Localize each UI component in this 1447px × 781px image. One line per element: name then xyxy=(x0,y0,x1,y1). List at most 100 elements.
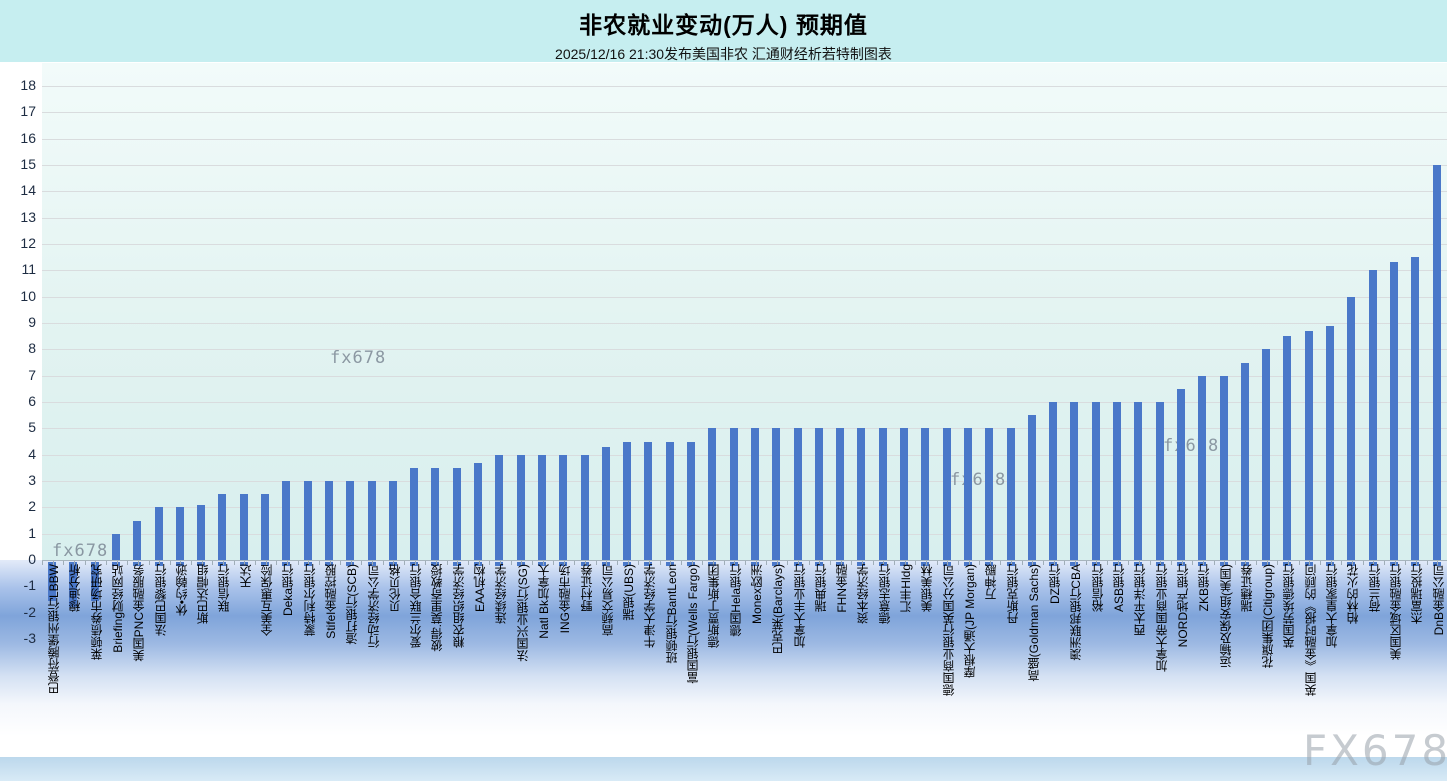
x-axis-tick xyxy=(1437,561,1438,565)
x-axis-tick xyxy=(958,561,959,565)
bar xyxy=(1006,428,1015,560)
bar-base-stub xyxy=(1155,562,1164,566)
bar xyxy=(1049,402,1058,560)
x-axis-tick xyxy=(1235,561,1236,565)
bar xyxy=(985,428,994,560)
x-axis-label: 加拿大帝国商业银行 xyxy=(1154,564,1169,672)
bar xyxy=(367,481,376,560)
y-axis-tick-label: -2 xyxy=(23,603,36,620)
bar-base-stub xyxy=(601,562,610,566)
y-axis-tick-label: 1 xyxy=(28,524,36,541)
x-label-band-background xyxy=(0,560,1447,760)
x-axis-tick xyxy=(681,561,682,565)
bar-base-stub xyxy=(154,562,163,566)
y-axis-tick-label: 6 xyxy=(28,393,36,410)
x-axis-label: 万神殿 xyxy=(984,564,999,600)
bar-base-stub xyxy=(1432,562,1441,566)
x-axis-label: 班顿银行BantLeon xyxy=(664,564,679,664)
x-axis-tick xyxy=(361,561,362,565)
bar-base-stub xyxy=(1049,562,1058,566)
bar-base-stub xyxy=(1027,562,1036,566)
bar xyxy=(1304,330,1313,560)
bar-base-stub xyxy=(261,562,269,566)
x-axis-label: 荷兰银行 xyxy=(1367,564,1382,612)
bar xyxy=(1091,402,1100,560)
x-axis-label: 德国Hela银行 xyxy=(728,564,743,637)
bar xyxy=(48,562,56,602)
x-axis-tick xyxy=(1405,561,1406,565)
x-axis-label: 德国商业银行英国分公司 xyxy=(941,564,956,696)
x-axis-label: 彼得.莫里奇教授 xyxy=(430,564,445,652)
x-axis-label: 德意志银行 xyxy=(877,564,892,624)
x-axis-tick xyxy=(1096,561,1097,565)
x-axis-label: 爱尔兰联合银行 xyxy=(409,564,424,648)
x-axis-label: 德斯贾丁斯集团 xyxy=(707,564,722,648)
x-axis-tick xyxy=(1054,561,1055,565)
bar xyxy=(814,428,823,560)
bar xyxy=(644,441,653,560)
y-axis-tick-label: 3 xyxy=(28,472,36,488)
bar xyxy=(665,441,674,560)
bar xyxy=(878,428,887,560)
x-axis-label: 英国劳埃德银行 xyxy=(1282,564,1297,648)
x-axis-tick xyxy=(234,561,235,565)
x-axis-tick xyxy=(1022,561,1023,565)
x-axis-tick xyxy=(1224,561,1225,565)
x-axis-label: NORD地产银行 xyxy=(1175,564,1190,648)
x-axis-tick xyxy=(1331,561,1332,565)
x-axis-label: 资本经济学 xyxy=(856,564,871,624)
bar xyxy=(1113,402,1121,560)
x-axis-tick xyxy=(468,561,469,565)
x-axis-tick xyxy=(202,561,203,565)
x-axis-tick xyxy=(905,561,906,565)
x-axis-tick xyxy=(53,561,54,565)
bar-base-stub xyxy=(1198,562,1207,566)
x-axis-tick xyxy=(436,561,437,565)
bar-base-stub xyxy=(580,562,589,566)
x-axis-tick xyxy=(127,561,128,565)
bar-base-stub xyxy=(836,562,845,566)
bar-base-stub xyxy=(495,562,504,566)
y-axis-tick-label: 17 xyxy=(20,103,36,120)
x-axis-label: 西太平洋银行 xyxy=(1133,564,1148,636)
x-axis-tick xyxy=(223,561,224,565)
x-axis-tick xyxy=(1299,561,1300,565)
x-axis-tick xyxy=(564,561,565,565)
x-axis-tick xyxy=(266,561,267,565)
bar-base-stub xyxy=(772,562,781,566)
y-axis-tick-label: 14 xyxy=(20,182,36,199)
x-axis-tick xyxy=(1011,561,1012,565)
bar xyxy=(580,454,589,560)
x-axis-tick xyxy=(883,561,884,565)
bar xyxy=(1155,402,1164,560)
bar-base-stub xyxy=(1176,562,1185,566)
gridline xyxy=(42,165,1447,167)
x-axis-tick xyxy=(42,561,43,565)
x-axis-tick xyxy=(255,561,256,565)
bar-base-stub xyxy=(1283,562,1292,566)
bar-base-stub xyxy=(133,562,142,566)
bar-base-stub xyxy=(1070,562,1079,566)
gridline xyxy=(42,138,1447,140)
x-axis-label: 莱顿债券市场研究 xyxy=(89,564,104,660)
bar-base-stub xyxy=(282,562,291,566)
x-axis-tick xyxy=(1182,561,1183,565)
bar-base-stub xyxy=(644,562,653,566)
x-axis-label: 柏林的火花 xyxy=(1346,564,1361,624)
y-axis-tick-label: 11 xyxy=(21,261,36,278)
x-axis-label: 野村证券 xyxy=(579,564,594,612)
gridline xyxy=(42,323,1447,325)
y-axis-tick-label: 12 xyxy=(20,235,36,252)
y-axis-tick-label: -1 xyxy=(23,577,36,594)
x-axis-tick xyxy=(1373,561,1374,565)
x-axis-label: 穆迪分析 xyxy=(68,564,83,612)
x-axis-tick xyxy=(841,561,842,565)
x-axis-tick xyxy=(1214,561,1215,565)
x-axis-tick xyxy=(287,561,288,565)
x-axis-tick xyxy=(383,561,384,565)
bar xyxy=(1283,336,1292,560)
x-axis-tick xyxy=(74,561,75,565)
x-axis-tick xyxy=(1032,561,1033,565)
x-axis-tick xyxy=(1288,561,1289,565)
